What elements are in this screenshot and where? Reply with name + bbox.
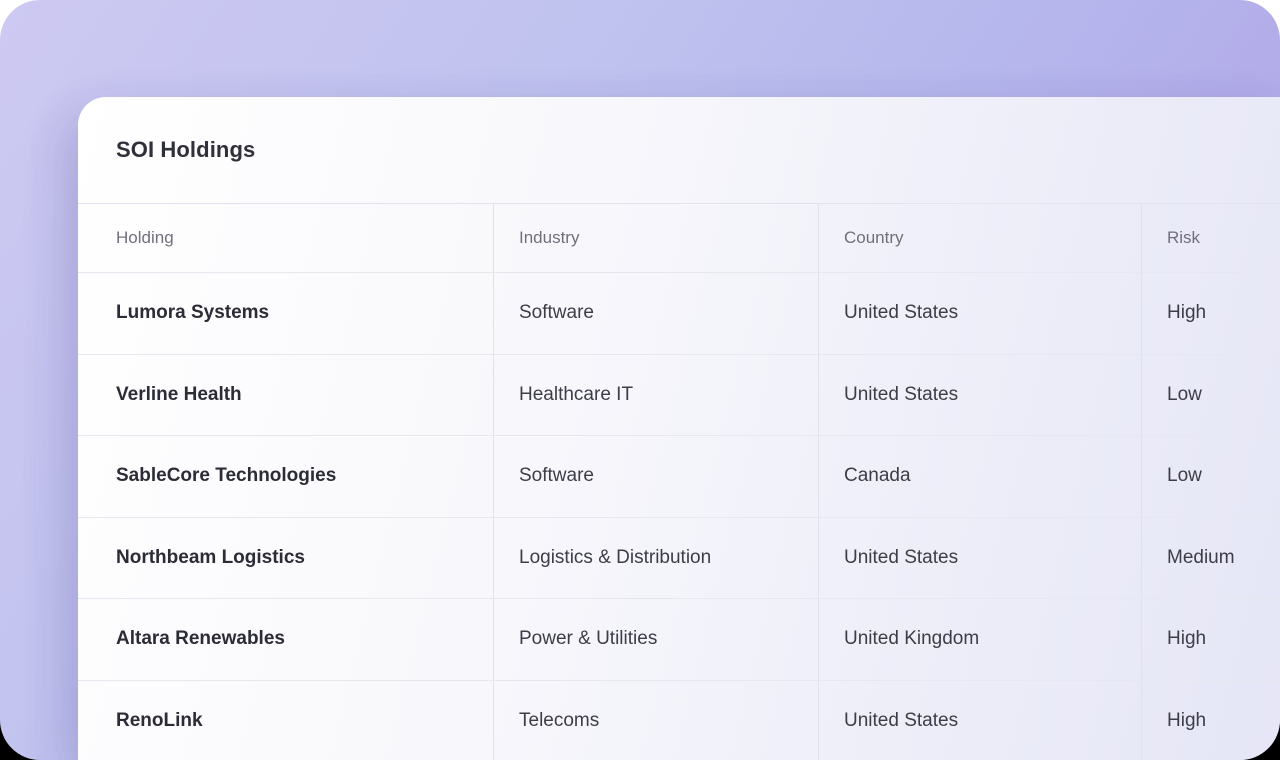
cell-industry: Telecoms — [493, 680, 818, 760]
cell-industry: Logistics & Distribution — [493, 517, 818, 598]
cell-industry: Software — [493, 273, 818, 354]
cell-country: Canada — [818, 436, 1141, 517]
cell-holding: Verline Health — [116, 383, 242, 405]
cell-risk: Low — [1141, 436, 1280, 517]
cell-risk: High — [1141, 599, 1280, 680]
cell-holding: Northbeam Logistics — [116, 546, 305, 568]
cell-risk: Medium — [1141, 517, 1280, 598]
cell-holding: Lumora Systems — [116, 302, 270, 324]
page-title: SOI Holdings — [116, 137, 256, 162]
cell-risk: High — [1141, 273, 1280, 354]
cell-holding: RenoLink — [116, 709, 203, 731]
cell-country: United States — [818, 680, 1141, 760]
cell-country: United Kingdom — [818, 599, 1141, 680]
cell-country: United States — [818, 517, 1141, 598]
table-row: RenoLink Telecoms United States High — [78, 679, 1280, 760]
cell-country: United States — [818, 354, 1141, 435]
table-row: Altara Renewables Power & Utilities Unit… — [78, 598, 1280, 680]
table-header-row: Holding Industry Country Risk — [78, 203, 1280, 272]
cell-industry: Power & Utilities — [493, 599, 818, 680]
column-header-country: Country — [818, 204, 1141, 272]
cell-country: United States — [818, 273, 1141, 354]
cell-industry: Software — [493, 436, 818, 517]
cell-holding: Altara Renewables — [116, 628, 285, 650]
cell-industry: Healthcare IT — [493, 354, 818, 435]
cell-risk: High — [1141, 680, 1280, 760]
column-header-industry: Industry — [493, 204, 818, 272]
table-row: Verline Health Healthcare IT United Stat… — [78, 353, 1280, 435]
column-header-risk: Risk — [1141, 204, 1280, 272]
table-row: SableCore Technologies Software Canada L… — [78, 435, 1280, 517]
column-header-holding: Holding — [116, 228, 174, 247]
cell-holding: SableCore Technologies — [116, 465, 337, 487]
holdings-card: SOI Holdings Holding Industry Country Ri… — [78, 97, 1280, 760]
table-row: Lumora Systems Software United States Hi… — [78, 272, 1280, 354]
cell-risk: Low — [1141, 354, 1280, 435]
table-row: Northbeam Logistics Logistics & Distribu… — [78, 516, 1280, 598]
card-header: SOI Holdings — [78, 97, 1280, 203]
